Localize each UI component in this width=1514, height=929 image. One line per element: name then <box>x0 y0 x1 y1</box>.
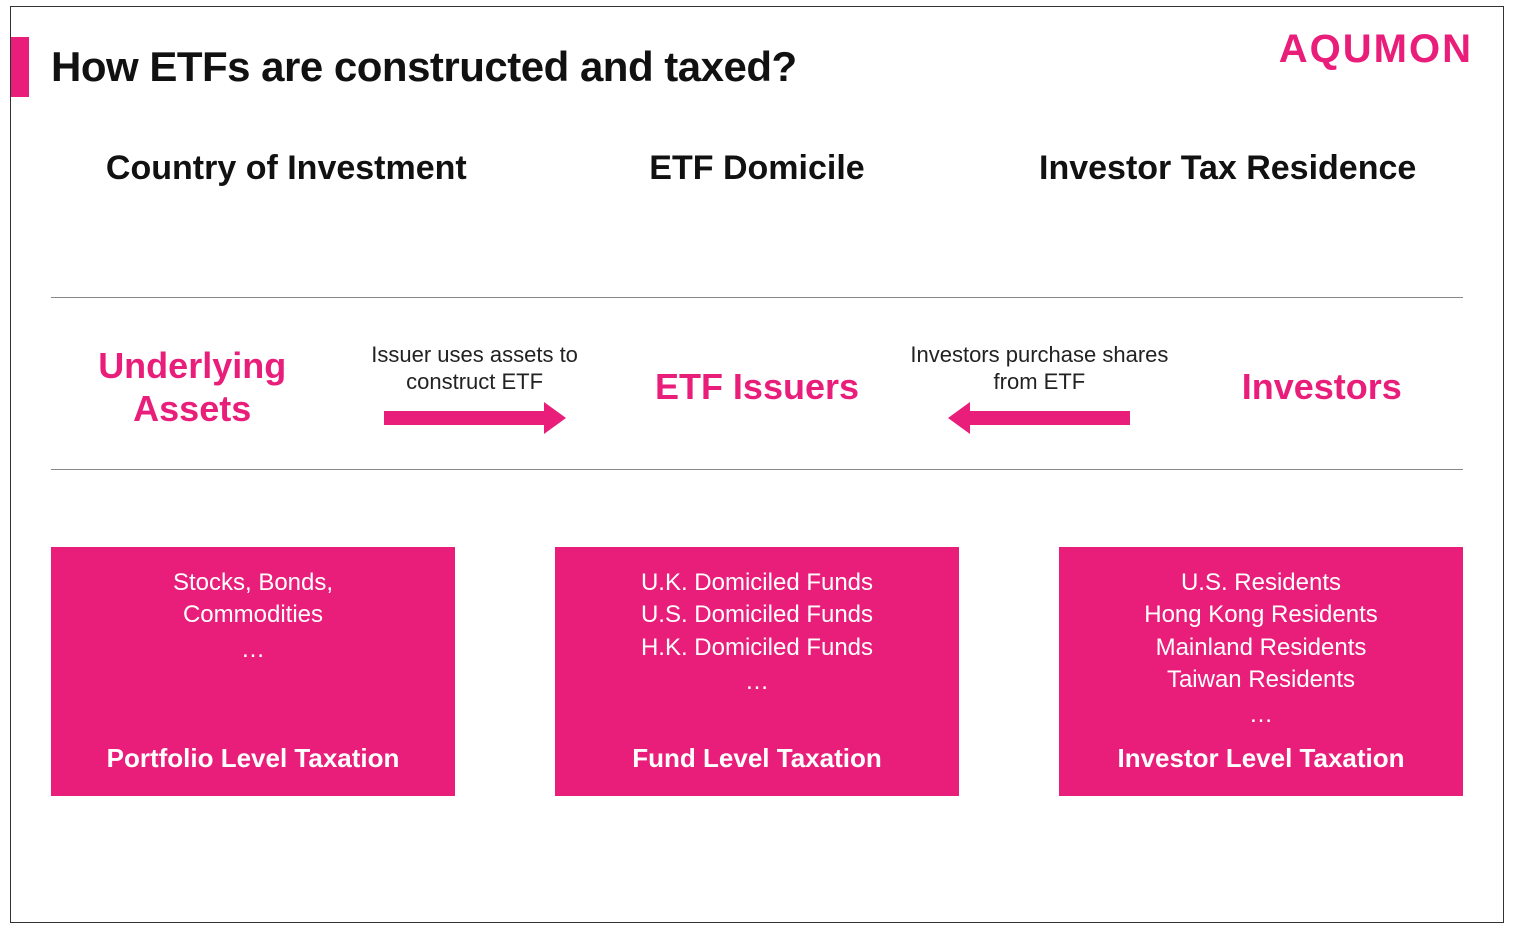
ellipsis-icon: … <box>1075 701 1447 729</box>
card-item: Taiwan Residents <box>1075 664 1447 696</box>
card-items: U.S. Residents Hong Kong Residents Mainl… <box>1075 567 1447 697</box>
flow-node-investors: Investors <box>1181 365 1463 408</box>
column-header-domicile: ETF Domicile <box>522 147 993 190</box>
card-item: U.S. Domiciled Funds <box>571 599 943 631</box>
slide-frame: How ETFs are constructed and taxed? AQUM… <box>10 6 1504 923</box>
card-item: Stocks, Bonds, <box>67 567 439 599</box>
flow-node-assets: Underlying Assets <box>51 344 333 430</box>
card-items: U.K. Domiciled Funds U.S. Domiciled Fund… <box>571 567 943 664</box>
arrow-left-icon <box>948 402 1130 434</box>
connector-label-2: Investors purchase shares from ETF <box>898 341 1180 396</box>
card-portfolio: Stocks, Bonds, Commodities … Portfolio L… <box>51 547 455 796</box>
card-taxation-label: Fund Level Taxation <box>571 743 943 774</box>
flow-connector-investors-to-issuers: Investors purchase shares from ETF <box>898 341 1180 434</box>
card-item: H.K. Domiciled Funds <box>571 632 943 664</box>
page-title: How ETFs are constructed and taxed? <box>51 43 797 91</box>
card-taxation-label: Investor Level Taxation <box>1075 743 1447 774</box>
column-header-residence: Investor Tax Residence <box>992 147 1463 190</box>
card-item: Commodities <box>67 599 439 631</box>
column-headers-row: Country of Investment ETF Domicile Inves… <box>51 147 1463 190</box>
card-taxation-label: Portfolio Level Taxation <box>67 743 439 774</box>
connector-label-1: Issuer uses assets to construct ETF <box>333 341 615 396</box>
arrow-head-left-icon <box>948 402 970 434</box>
flow-node-issuers: ETF Issuers <box>616 365 898 408</box>
card-item: Hong Kong Residents <box>1075 599 1447 631</box>
ellipsis-icon: … <box>571 668 943 696</box>
title-accent-bar <box>11 37 29 97</box>
flow-row: Underlying Assets Issuer uses assets to … <box>51 307 1463 467</box>
arrow-head-right-icon <box>544 402 566 434</box>
card-item: Mainland Residents <box>1075 632 1447 664</box>
card-item: U.S. Residents <box>1075 567 1447 599</box>
arrow-right-icon <box>384 402 566 434</box>
arrow-line <box>970 411 1130 425</box>
flow-connector-assets-to-issuers: Issuer uses assets to construct ETF <box>333 341 615 434</box>
title-bar: How ETFs are constructed and taxed? <box>11 37 797 97</box>
card-fund: U.K. Domiciled Funds U.S. Domiciled Fund… <box>555 547 959 796</box>
card-items: Stocks, Bonds, Commodities <box>67 567 439 632</box>
divider-bottom <box>51 469 1463 470</box>
card-item: U.K. Domiciled Funds <box>571 567 943 599</box>
card-investor: U.S. Residents Hong Kong Residents Mainl… <box>1059 547 1463 796</box>
cards-row: Stocks, Bonds, Commodities … Portfolio L… <box>51 547 1463 796</box>
arrow-line <box>384 411 544 425</box>
ellipsis-icon: … <box>67 636 439 664</box>
column-header-country: Country of Investment <box>51 147 522 190</box>
brand-logo: AQUMON <box>1279 27 1473 72</box>
divider-top <box>51 297 1463 298</box>
